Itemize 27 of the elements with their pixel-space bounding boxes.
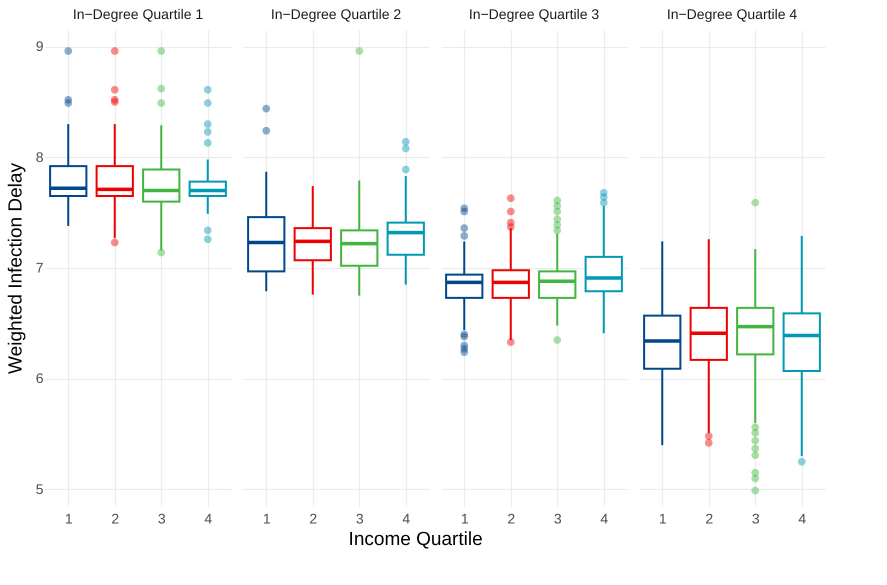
x-tick-label: 3 [752,510,760,526]
chart-title: In−Degree Quartile 1 [72,6,204,22]
x-tick-label: 2 [705,510,714,526]
y-tick-label: 6 [36,370,44,386]
x-tick-label: 2 [309,510,318,526]
x-tick-label: 3 [158,510,166,526]
chart-title: In−Degree Quartile 4 [666,6,798,22]
chart-title: In−Degree Quartile 2 [270,6,402,22]
y-tick-label: 9 [36,38,44,54]
y-tick-label: 8 [36,148,44,165]
x-tick-label: 4 [402,510,410,526]
y-tick-label: 5 [36,480,44,497]
x-tick-label: 4 [798,510,806,526]
x-tick-label: 1 [262,510,271,526]
x-tick-label: 3 [356,510,364,526]
y-axis-title: Weighted Infection Delay [6,162,27,374]
x-tick-label: 4 [204,510,212,526]
x-tick-label: 1 [64,510,73,526]
y-tick-label: 7 [36,260,44,276]
x-axis-title: Income Quartile [348,529,483,550]
x-tick-label: 2 [111,510,120,526]
x-tick-label: 3 [554,510,562,526]
chart-title: In−Degree Quartile 3 [468,6,600,22]
x-tick-label: 1 [658,510,667,526]
x-tick-label: 1 [460,510,469,526]
x-tick-label: 2 [507,510,516,526]
x-tick-label: 4 [600,510,608,526]
